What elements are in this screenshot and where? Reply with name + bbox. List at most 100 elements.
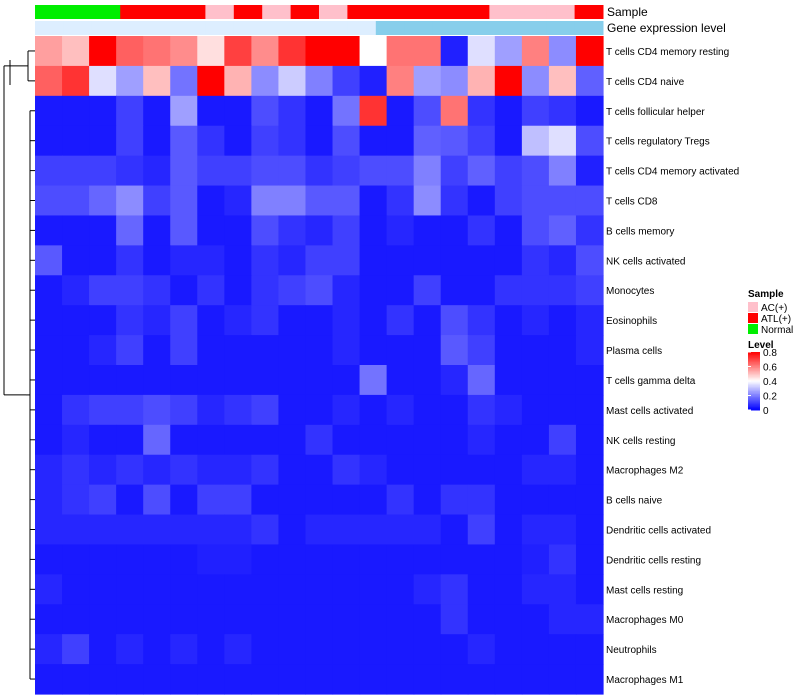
- heatmap-cell: [332, 604, 361, 635]
- heatmap-cell: [251, 634, 280, 665]
- heatmap-cell: [575, 335, 604, 366]
- heatmap-cell: [359, 634, 388, 665]
- row-label: Macrophages M1: [606, 675, 684, 686]
- expression-annotation-cell: [432, 21, 462, 35]
- heatmap-cell: [440, 155, 469, 187]
- heatmap-cell: [413, 604, 442, 635]
- heatmap-cell: [413, 544, 442, 575]
- row-label: Dendritic cells resting: [606, 555, 701, 566]
- heatmap-cell: [467, 514, 496, 546]
- heatmap-cell: [89, 215, 117, 246]
- heatmap-cell: [62, 95, 90, 127]
- sample-annotation-cell: [35, 5, 64, 19]
- heatmap-cell: [305, 36, 334, 67]
- heatmap-cell: [116, 305, 144, 336]
- heatmap-cell: [494, 245, 523, 276]
- heatmap-cell: [62, 394, 90, 426]
- heatmap-cell: [35, 65, 63, 97]
- heatmap-cell: [548, 125, 577, 157]
- sample-annotation-cell: [319, 5, 348, 19]
- heatmap-cell: [197, 634, 225, 665]
- heatmap-cell: [548, 664, 577, 695]
- heatmap-cell: [278, 394, 307, 426]
- heatmap-cell: [413, 394, 442, 426]
- heatmap-cell: [332, 514, 361, 546]
- row-label: Macrophages M2: [606, 466, 684, 477]
- heatmap-cell: [89, 424, 117, 456]
- heatmap-cell: [170, 424, 198, 456]
- heatmap-cell: [332, 454, 361, 486]
- level-legend-gradient: [748, 362, 760, 365]
- heatmap-cell: [35, 484, 63, 516]
- heatmap-cell: [494, 664, 523, 695]
- row-label: T cells regulatory Tregs: [606, 137, 710, 148]
- sample-legend-swatch: [748, 313, 758, 323]
- heatmap-cell: [467, 95, 496, 127]
- heatmap-cell: [332, 65, 361, 97]
- level-legend-gradient: [748, 398, 760, 401]
- expression-annotation-cell: [489, 21, 519, 35]
- heatmap-cell: [143, 634, 171, 665]
- heatmap-cell: [359, 36, 388, 67]
- heatmap-cell: [494, 544, 523, 575]
- heatmap-cell: [251, 394, 280, 426]
- heatmap-cell: [305, 275, 334, 306]
- heatmap-cell: [170, 484, 198, 516]
- heatmap-cell: [440, 95, 469, 127]
- heatmap-cell: [278, 65, 307, 97]
- heatmap-cell: [251, 484, 280, 516]
- heatmap-cell: [62, 604, 90, 635]
- expression-track-label: Gene expression level: [607, 21, 726, 35]
- level-legend-gradient: [748, 392, 760, 395]
- heatmap-cell: [548, 305, 577, 336]
- heatmap-cell: [305, 664, 334, 695]
- heatmap-cell: [170, 125, 198, 157]
- heatmap-cell: [494, 335, 523, 366]
- heatmap-cell: [278, 424, 307, 456]
- level-legend-gradient: [748, 373, 760, 376]
- heatmap-cell: [197, 544, 225, 575]
- row-label: Dendritic cells activated: [606, 526, 711, 537]
- heatmap-cell: [197, 65, 225, 97]
- heatmap-cell: [386, 275, 415, 306]
- heatmap-cell: [278, 604, 307, 635]
- heatmap-cell: [62, 185, 90, 217]
- heatmap-cell: [548, 514, 577, 546]
- level-legend-gradient: [748, 363, 760, 366]
- level-legend-gradient: [748, 383, 760, 386]
- heatmap-cell: [413, 305, 442, 336]
- heatmap-cell: [548, 95, 577, 127]
- row-label: B cells memory: [606, 226, 674, 237]
- heatmap-cell: [305, 245, 334, 276]
- sample-legend-label: ATL(+): [761, 314, 791, 325]
- heatmap-cell: [305, 514, 334, 546]
- heatmap-cell: [116, 664, 144, 695]
- heatmap-cell: [494, 604, 523, 635]
- heatmap-cell: [548, 275, 577, 306]
- heatmap-cell: [251, 514, 280, 546]
- level-legend-gradient: [748, 389, 760, 392]
- heatmap-cell: [143, 36, 171, 67]
- heatmap-cell: [359, 305, 388, 336]
- heatmap-cell: [35, 454, 63, 486]
- heatmap-cell: [413, 125, 442, 157]
- heatmap-cell: [197, 125, 225, 157]
- heatmap-cell: [197, 95, 225, 127]
- heatmap-cell: [575, 454, 604, 486]
- heatmap-cell: [548, 484, 577, 516]
- heatmap-cell: [467, 424, 496, 456]
- row-label: NK cells resting: [606, 436, 675, 447]
- heatmap-cell: [197, 484, 225, 516]
- heatmap-cell: [251, 574, 280, 605]
- heatmap-cell: [224, 634, 252, 665]
- heatmap-cell: [305, 125, 334, 157]
- heatmap-cell: [332, 36, 361, 67]
- heatmap-cell: [413, 454, 442, 486]
- level-legend-label: 0: [763, 406, 769, 417]
- heatmap-cell: [62, 544, 90, 575]
- heatmap-cell: [62, 65, 90, 97]
- heatmap-cell: [170, 664, 198, 695]
- level-legend-gradient: [748, 402, 760, 405]
- sample-annotation-cell: [63, 5, 93, 19]
- heatmap-cell: [521, 215, 550, 246]
